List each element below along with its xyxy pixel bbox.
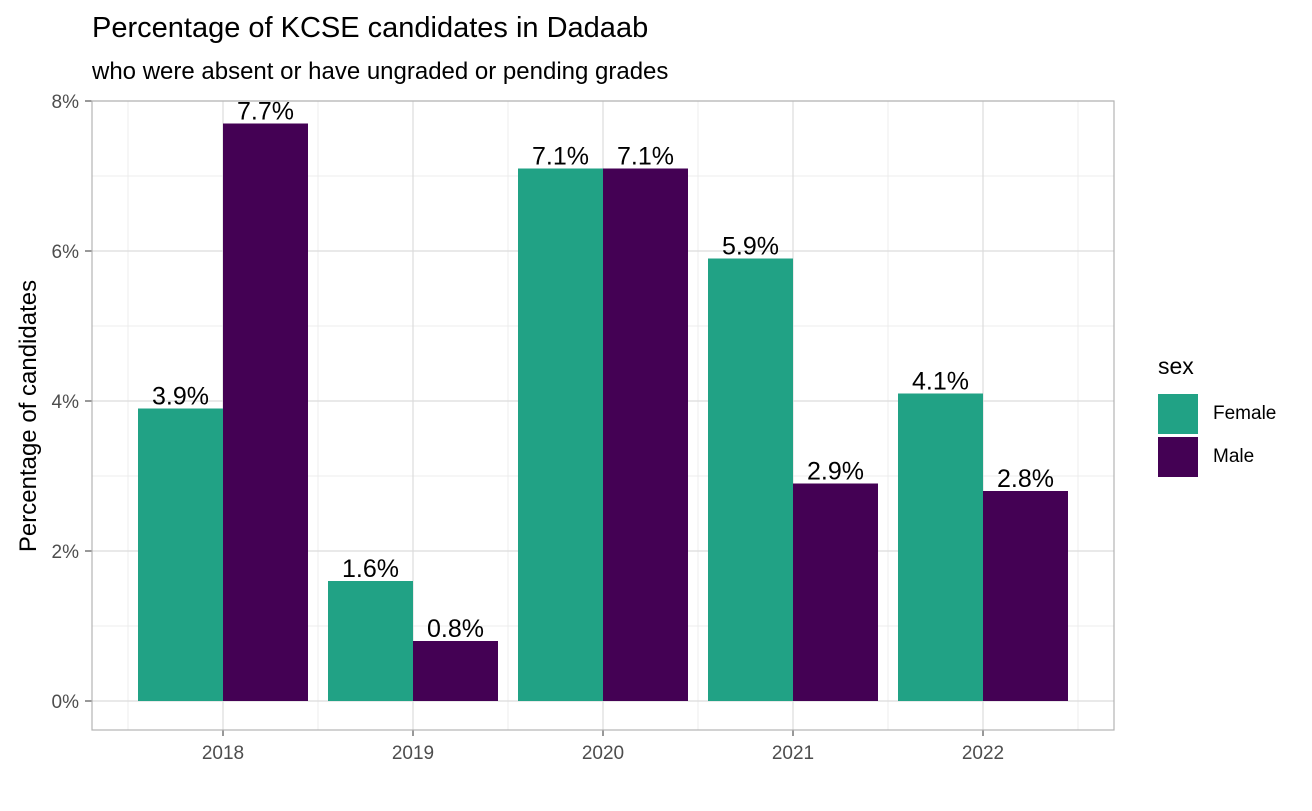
y-tick-label: 0% — [52, 692, 80, 713]
y-axis-label: Percentage of candidates — [15, 280, 42, 552]
bar-female-2020 — [518, 168, 603, 701]
y-tick-label: 8% — [52, 92, 80, 113]
legend-key-female — [1158, 394, 1198, 434]
x-tick-label: 2022 — [962, 743, 1004, 764]
data-label-female-2021: 5.9% — [722, 233, 779, 261]
x-tick-label: 2019 — [392, 743, 434, 764]
data-label-female-2018: 3.9% — [152, 383, 209, 411]
bar-male-2018 — [223, 123, 308, 701]
bar-female-2018 — [138, 408, 223, 701]
data-label-male-2018: 7.7% — [237, 98, 294, 126]
y-tick-label: 4% — [52, 392, 80, 413]
bar-male-2019 — [413, 641, 498, 701]
x-tick-label: 2020 — [582, 743, 624, 764]
legend-item-female: Female — [1158, 393, 1276, 435]
bar-female-2022 — [898, 393, 983, 701]
chart-subtitle: who were absent or have ungraded or pend… — [92, 58, 669, 85]
bar-male-2021 — [793, 483, 878, 701]
data-label-male-2020: 7.1% — [617, 143, 674, 171]
legend: sex Female Male — [1158, 352, 1276, 479]
chart-title: Percentage of KCSE candidates in Dadaab — [92, 12, 649, 44]
y-tick-label: 2% — [52, 542, 80, 563]
legend-key-male — [1158, 437, 1198, 477]
data-label-female-2022: 4.1% — [912, 368, 969, 396]
bar-male-2020 — [603, 168, 688, 701]
legend-title: sex — [1158, 353, 1194, 379]
y-tick-label: 6% — [52, 242, 80, 263]
panel-border — [91, 100, 1115, 731]
data-label-female-2020: 7.1% — [532, 143, 589, 171]
data-label-male-2022: 2.8% — [997, 465, 1054, 493]
data-label-male-2019: 0.8% — [427, 615, 484, 643]
bar-male-2022 — [983, 491, 1068, 701]
legend-item-male: Male — [1158, 436, 1276, 478]
bar-female-2019 — [328, 581, 413, 701]
legend-label-female: Female — [1213, 403, 1277, 424]
bar-female-2021 — [708, 258, 793, 701]
x-tick-label: 2021 — [772, 743, 814, 764]
data-label-female-2019: 1.6% — [342, 555, 399, 583]
data-label-male-2021: 2.9% — [807, 458, 864, 486]
x-tick-label: 2018 — [202, 743, 244, 764]
legend-label-male: Male — [1213, 446, 1255, 467]
